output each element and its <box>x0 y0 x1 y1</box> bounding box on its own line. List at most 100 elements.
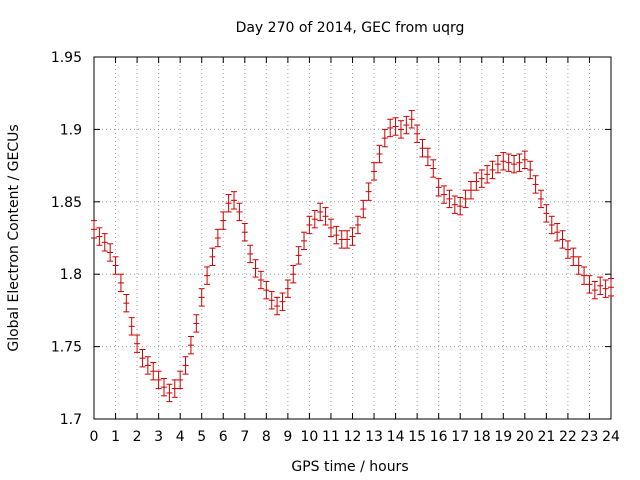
data-point <box>570 247 577 267</box>
data-point <box>403 115 410 135</box>
y-tick-label: 1.75 <box>51 340 82 356</box>
y-tick-label: 1.8 <box>60 267 82 283</box>
data-point <box>263 280 270 300</box>
data-point <box>290 265 297 284</box>
x-axis-label: GPS time / hours <box>291 459 408 475</box>
x-tick-label: 0 <box>90 429 99 445</box>
data-point <box>586 275 593 294</box>
x-tick-label: 22 <box>559 429 577 445</box>
data-point <box>608 278 614 297</box>
data-point <box>333 225 340 245</box>
data-point <box>161 377 168 397</box>
data-point <box>397 120 404 139</box>
data-point <box>107 243 114 262</box>
data-point <box>112 256 119 275</box>
x-tick-label: 17 <box>451 429 469 445</box>
data-point <box>139 348 146 368</box>
data-point <box>177 370 184 390</box>
data-point <box>214 228 221 248</box>
data-point <box>354 215 361 235</box>
data-point <box>150 362 157 381</box>
data-point <box>381 128 388 148</box>
data-point <box>392 117 399 136</box>
data-point <box>602 279 609 298</box>
data-series <box>91 110 614 403</box>
x-tick-label: 11 <box>322 429 340 445</box>
data-point <box>489 160 496 180</box>
data-point <box>301 231 308 251</box>
x-tick-label: 20 <box>516 429 534 445</box>
x-tick-label: 4 <box>176 429 185 445</box>
data-point <box>500 152 507 171</box>
y-tick-label: 1.85 <box>51 195 82 211</box>
data-point <box>187 335 194 355</box>
data-point <box>365 182 372 201</box>
data-point <box>484 165 491 184</box>
data-point <box>295 246 302 265</box>
data-point <box>198 288 205 307</box>
data-point <box>387 118 394 138</box>
data-point <box>204 266 211 285</box>
data-point <box>144 356 151 375</box>
data-point <box>408 110 415 129</box>
data-point <box>274 296 281 316</box>
x-tick-label: 2 <box>133 429 142 445</box>
data-point <box>193 314 200 333</box>
chart-title: Day 270 of 2014, GEC from uqrg <box>236 20 465 36</box>
x-tick-label: 9 <box>283 429 292 445</box>
x-tick-label: 19 <box>494 429 512 445</box>
data-point <box>247 244 254 264</box>
data-point <box>284 279 291 298</box>
data-point <box>446 189 453 209</box>
data-point <box>268 291 275 310</box>
x-tick-label: 18 <box>473 429 491 445</box>
data-point <box>166 383 173 403</box>
x-tick-label: 24 <box>602 429 620 445</box>
data-point <box>597 276 604 295</box>
data-point <box>349 227 356 246</box>
data-point <box>360 199 367 219</box>
x-tick-labels: 0 1 2 3 4 5 6 7 8 9 10 11 12 13 14 15 16 17 18 19 20 21 22 23 24 <box>90 429 620 445</box>
x-tick-label: 15 <box>408 429 426 445</box>
data-point <box>96 227 103 246</box>
data-point <box>419 139 426 158</box>
x-tick-label: 8 <box>262 429 271 445</box>
data-point <box>575 256 582 275</box>
data-point <box>462 189 469 209</box>
x-tick-label: 5 <box>197 429 206 445</box>
x-tick-label: 10 <box>301 429 319 445</box>
data-point <box>564 240 571 259</box>
data-point <box>543 204 550 223</box>
data-point <box>182 356 189 375</box>
data-point <box>494 154 501 174</box>
data-point <box>338 230 345 249</box>
data-point <box>279 292 286 311</box>
data-point <box>537 189 544 209</box>
data-point <box>376 144 383 164</box>
data-point <box>123 293 130 313</box>
data-point <box>527 160 534 180</box>
data-point <box>241 223 248 242</box>
x-tick-label: 21 <box>537 429 555 445</box>
data-point <box>473 172 480 191</box>
data-point <box>252 259 259 278</box>
x-tick-label: 7 <box>240 429 249 445</box>
x-tick-label: 6 <box>219 429 228 445</box>
data-point <box>220 211 227 230</box>
data-point <box>505 153 512 172</box>
data-point <box>322 207 329 226</box>
data-point <box>155 370 162 390</box>
data-point <box>554 223 561 242</box>
y-tick-label: 1.7 <box>60 412 82 428</box>
y-tick-labels: 1.7 1.75 1.8 1.85 1.9 1.95 <box>51 50 82 428</box>
axis-ticks <box>93 56 612 420</box>
data-point <box>467 181 474 200</box>
data-point <box>327 218 334 238</box>
x-tick-label: 23 <box>581 429 599 445</box>
y-axis-label: Global Electron Content / GECUs <box>6 124 22 351</box>
data-point <box>521 150 528 169</box>
data-point <box>117 273 124 293</box>
data-point <box>478 169 485 188</box>
data-point <box>128 317 135 336</box>
